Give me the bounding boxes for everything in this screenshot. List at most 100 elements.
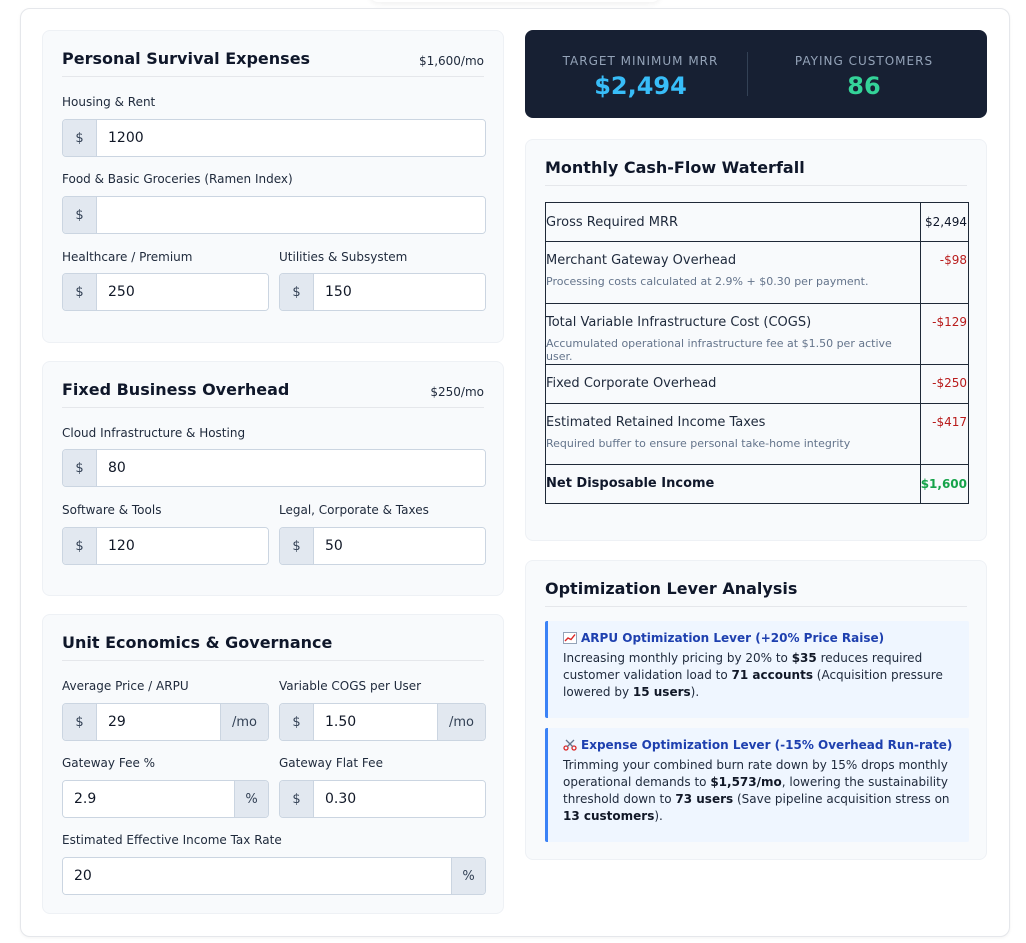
- row-amount: $1,600: [920, 477, 967, 491]
- gateway-flat-input[interactable]: [314, 781, 485, 817]
- row-label: Net Disposable Income: [546, 476, 715, 491]
- dollar-prefix: $: [280, 274, 314, 310]
- cogs-input[interactable]: [314, 704, 437, 740]
- dollar-prefix: $: [63, 197, 97, 233]
- arpu-lever-callout: ARPU Optimization Lever (+20% Price Rais…: [545, 621, 969, 718]
- percent-suffix: %: [451, 858, 485, 894]
- personal-expenses-card: Personal Survival Expenses $1,600/mo Hou…: [42, 30, 504, 343]
- table-row: Total Variable Infrastructure Cost (COGS…: [545, 303, 970, 365]
- card-header: Personal Survival Expenses $1,600/mo: [62, 31, 484, 77]
- table-row: Estimated Retained Income Taxes Required…: [545, 403, 970, 465]
- table-row: Fixed Corporate Overhead -$250: [545, 364, 970, 404]
- row-note: Processing costs calculated at 2.9% + $0…: [546, 275, 869, 288]
- kpi-banner: TARGET MINIMUM MRR $2,494 PAYING CUSTOME…: [525, 30, 987, 118]
- lever-analysis-card: Optimization Lever Analysis ARPU Optimiz…: [525, 560, 987, 860]
- cloud-label: Cloud Infrastructure & Hosting: [62, 426, 246, 440]
- dollar-prefix: $: [63, 274, 97, 310]
- software-label: Software & Tools: [62, 503, 162, 517]
- card-header: Monthly Cash-Flow Waterfall: [545, 140, 967, 186]
- per-month-suffix: /mo: [437, 704, 485, 740]
- card-header: Fixed Business Overhead $250/mo: [62, 362, 484, 408]
- scissors-icon: [563, 739, 577, 751]
- dollar-prefix: $: [63, 704, 97, 740]
- mrr-kpi: TARGET MINIMUM MRR $2,494: [525, 30, 756, 118]
- arpu-field: $ /mo: [62, 703, 269, 741]
- dollar-prefix: $: [63, 450, 97, 486]
- dollar-prefix: $: [280, 704, 314, 740]
- card-title: Monthly Cash-Flow Waterfall: [545, 158, 805, 177]
- per-month-suffix: /mo: [220, 704, 268, 740]
- lever-description: Increasing monthly pricing by 20% to $35…: [563, 651, 943, 699]
- gateway-pct-label: Gateway Fee %: [62, 756, 156, 770]
- gateway-pct-input[interactable]: [63, 781, 234, 817]
- customers-value: 86: [847, 72, 881, 100]
- mrr-label: TARGET MINIMUM MRR: [562, 54, 719, 68]
- row-amount: $2,494: [925, 215, 967, 229]
- food-label: Food & Basic Groceries (Ramen Index): [62, 172, 293, 186]
- food-input[interactable]: [97, 197, 485, 233]
- housing-field: $: [62, 119, 486, 157]
- housing-input[interactable]: [97, 120, 485, 156]
- card-title: Personal Survival Expenses: [62, 49, 311, 68]
- tax-rate-label: Estimated Effective Income Tax Rate: [62, 833, 282, 847]
- table-row: Gross Required MRR $2,494: [545, 202, 970, 242]
- row-amount: -$129: [932, 315, 967, 329]
- waterfall-table: Gross Required MRR $2,494 Merchant Gatew…: [545, 202, 970, 504]
- mrr-value: $2,494: [594, 72, 687, 100]
- business-overhead-card: Fixed Business Overhead $250/mo Cloud In…: [42, 361, 504, 596]
- dollar-prefix: $: [63, 528, 97, 564]
- row-label: Fixed Corporate Overhead: [546, 376, 717, 391]
- healthcare-field: $: [62, 273, 269, 311]
- top-tab-shadow: [370, 0, 660, 2]
- tax-rate-field: %: [62, 857, 486, 895]
- row-note: Required buffer to ensure personal take-…: [546, 437, 851, 450]
- customers-kpi: PAYING CUSTOMERS 86: [749, 30, 979, 118]
- software-input[interactable]: [97, 528, 268, 564]
- waterfall-card: Monthly Cash-Flow Waterfall Gross Requir…: [525, 139, 987, 541]
- card-subtotal: $1,600/mo: [418, 54, 484, 68]
- software-field: $: [62, 527, 269, 565]
- cloud-field: $: [62, 449, 486, 487]
- cloud-input[interactable]: [97, 450, 485, 486]
- row-label: Merchant Gateway Overhead: [546, 253, 737, 268]
- cogs-field: $ /mo: [279, 703, 486, 741]
- housing-label: Housing & Rent: [62, 95, 156, 109]
- table-row: Merchant Gateway Overhead Processing cos…: [545, 241, 970, 304]
- row-note: Accumulated operational infrastructure f…: [546, 337, 892, 363]
- row-amount: -$417: [932, 415, 967, 429]
- row-label: Estimated Retained Income Taxes: [546, 415, 766, 430]
- cogs-label: Variable COGS per User: [279, 679, 422, 693]
- row-label: Gross Required MRR: [546, 215, 679, 230]
- card-header: Optimization Lever Analysis: [545, 561, 967, 607]
- healthcare-label: Healthcare / Premium: [62, 250, 193, 264]
- unit-economics-card: Unit Economics & Governance Average Pric…: [42, 614, 504, 914]
- row-label: Total Variable Infrastructure Cost (COGS…: [546, 315, 812, 330]
- dollar-prefix: $: [280, 781, 314, 817]
- customers-label: PAYING CUSTOMERS: [794, 54, 934, 68]
- food-field: $: [62, 196, 486, 234]
- utilities-label: Utilities & Subsystem: [279, 250, 408, 264]
- expense-lever-callout: Expense Optimization Lever (-15% Overhea…: [545, 728, 969, 842]
- utilities-field: $: [279, 273, 486, 311]
- tax-rate-input[interactable]: [63, 858, 451, 894]
- utilities-input[interactable]: [314, 274, 485, 310]
- dollar-prefix: $: [63, 120, 97, 156]
- gateway-pct-field: %: [62, 780, 269, 818]
- legal-label: Legal, Corporate & Taxes: [279, 503, 429, 517]
- healthcare-input[interactable]: [97, 274, 268, 310]
- kpi-divider: [747, 52, 748, 96]
- dollar-prefix: $: [280, 528, 314, 564]
- gateway-flat-field: $: [279, 780, 486, 818]
- legal-input[interactable]: [314, 528, 485, 564]
- chart-increasing-icon: [563, 632, 577, 644]
- card-title: Fixed Business Overhead: [62, 380, 290, 399]
- arpu-label: Average Price / ARPU: [62, 679, 189, 693]
- gateway-flat-label: Gateway Flat Fee: [279, 756, 383, 770]
- lever-title: ARPU Optimization Lever (+20% Price Rais…: [581, 631, 885, 645]
- card-subtotal: $250/mo: [430, 385, 484, 399]
- arpu-input[interactable]: [97, 704, 220, 740]
- lever-title: Expense Optimization Lever (-15% Overhea…: [581, 738, 953, 752]
- percent-suffix: %: [234, 781, 268, 817]
- row-amount: -$250: [932, 376, 967, 390]
- card-title: Unit Economics & Governance: [62, 633, 333, 652]
